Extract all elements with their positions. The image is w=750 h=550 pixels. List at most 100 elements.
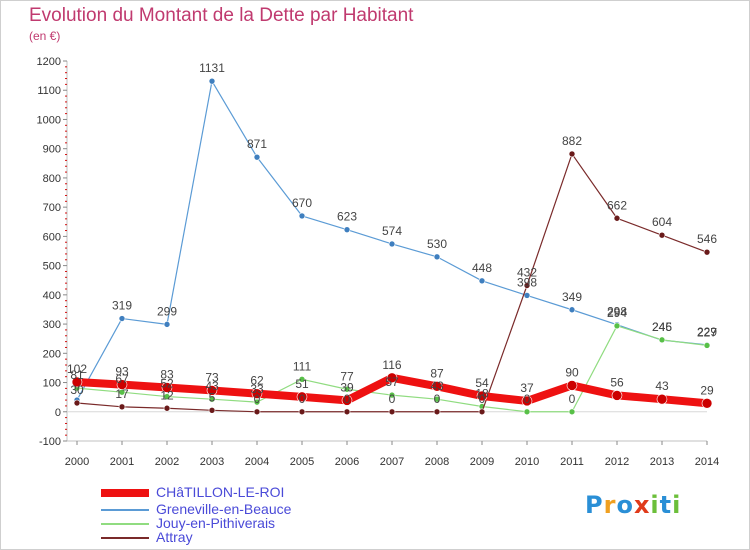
- data-point: [521, 395, 533, 407]
- logo-letter: t: [659, 491, 673, 519]
- data-label: 51: [295, 377, 309, 391]
- y-tick-label: 1100: [37, 85, 61, 97]
- data-label: 0: [389, 392, 396, 406]
- data-label: 67: [115, 372, 129, 386]
- data-label: 116: [382, 358, 401, 372]
- data-label: 33: [250, 382, 264, 396]
- data-point: [208, 77, 216, 85]
- data-label: 52: [160, 377, 174, 391]
- data-point: [388, 240, 396, 248]
- x-tick-label: 2003: [200, 456, 224, 468]
- x-tick-label: 2006: [335, 456, 359, 468]
- data-label: 57: [385, 375, 399, 389]
- data-point: [116, 379, 128, 390]
- data-point: [433, 408, 441, 416]
- data-label: 17: [115, 387, 129, 401]
- y-tick-label: 1000: [37, 114, 61, 126]
- logo-letter: o: [616, 491, 634, 519]
- data-point: [388, 408, 396, 416]
- logo-letter: i: [650, 491, 660, 519]
- data-point: [703, 248, 711, 256]
- data-label: 398: [517, 275, 537, 289]
- data-label: 0: [524, 392, 531, 406]
- data-point: [386, 372, 398, 384]
- legend-swatch-attray: [101, 537, 149, 539]
- data-label: 246: [652, 320, 672, 334]
- data-point: [433, 253, 441, 261]
- y-tick-label: 600: [43, 231, 61, 243]
- y-tick-label: 0: [55, 407, 61, 419]
- legend-item-chatillon: CHâTILLON-LE-ROI: [101, 484, 361, 501]
- data-label: 111: [293, 359, 312, 373]
- data-point: [73, 399, 81, 407]
- data-point: [568, 408, 576, 416]
- data-label: 546: [697, 232, 717, 246]
- y-tick-label: 100: [43, 378, 61, 390]
- y-tick-label: 1200: [37, 56, 61, 68]
- legend-label-jouy: Jouy-en-Pithiverais: [156, 515, 276, 531]
- y-tick-label: 400: [43, 290, 61, 302]
- series-line-0: [76, 80, 708, 401]
- x-tick-label: 2008: [425, 456, 449, 468]
- data-point: [433, 395, 441, 403]
- data-point: [161, 382, 173, 393]
- x-tick-label: 2007: [380, 456, 404, 468]
- logo-letter: x: [633, 491, 651, 519]
- x-tick-label: 2011: [560, 456, 584, 468]
- data-label: 83: [160, 368, 174, 382]
- chart-title: Evolution du Montant de la Dette par Hab…: [29, 5, 414, 26]
- data-label: 448: [472, 261, 492, 275]
- data-point: [343, 385, 351, 393]
- data-label: 245: [652, 320, 672, 334]
- data-label: 93: [115, 365, 129, 379]
- data-label: 604: [652, 215, 672, 229]
- data-point: [253, 408, 261, 416]
- data-label: 5: [209, 390, 216, 404]
- data-label: 299: [157, 304, 177, 318]
- data-label: 0: [479, 392, 486, 406]
- data-label: 349: [562, 290, 582, 304]
- x-tick-label: 2000: [65, 456, 89, 468]
- data-label: 319: [112, 299, 132, 313]
- data-point: [343, 408, 351, 416]
- proxiti-logo: Proxiti: [585, 491, 681, 519]
- y-tick-label: -100: [39, 436, 61, 448]
- data-point: [298, 408, 306, 416]
- data-point: [568, 150, 576, 158]
- x-tick-label: 2001: [110, 456, 134, 468]
- data-label: 18: [475, 387, 489, 401]
- logo-letter: P: [585, 491, 604, 519]
- data-point: [71, 376, 83, 388]
- data-label: 670: [292, 196, 312, 210]
- data-label: 0: [299, 392, 306, 406]
- data-point: [253, 153, 261, 161]
- data-point: [163, 393, 171, 400]
- data-label: 73: [205, 370, 219, 384]
- data-point: [296, 391, 308, 403]
- data-label: 43: [430, 379, 444, 393]
- data-label: 0: [569, 392, 576, 406]
- data-label: 30: [70, 383, 84, 397]
- data-point: [208, 407, 216, 414]
- x-tick-label: 2004: [245, 456, 269, 468]
- data-point: [163, 321, 171, 328]
- data-label: 1131: [199, 61, 225, 75]
- legend-item-greneville: Greneville-en-Beauce: [101, 501, 361, 518]
- data-label: 62: [250, 374, 264, 388]
- data-label: 54: [475, 376, 489, 390]
- data-label: 37: [520, 381, 534, 395]
- x-tick-label: 2010: [515, 456, 539, 468]
- x-tick-label: 2002: [155, 456, 179, 468]
- data-point: [478, 408, 486, 416]
- data-point: [566, 380, 578, 391]
- data-point: [478, 277, 486, 285]
- data-point: [251, 388, 263, 399]
- data-label: 432: [517, 265, 537, 279]
- y-tick-label: 800: [43, 173, 61, 185]
- data-point: [476, 390, 488, 402]
- data-point: [431, 381, 443, 392]
- y-tick-label: 200: [43, 348, 61, 360]
- legend-label-attray: Attray: [156, 529, 193, 545]
- chart-axes: -100010020030040050060070080090010001100…: [37, 56, 720, 468]
